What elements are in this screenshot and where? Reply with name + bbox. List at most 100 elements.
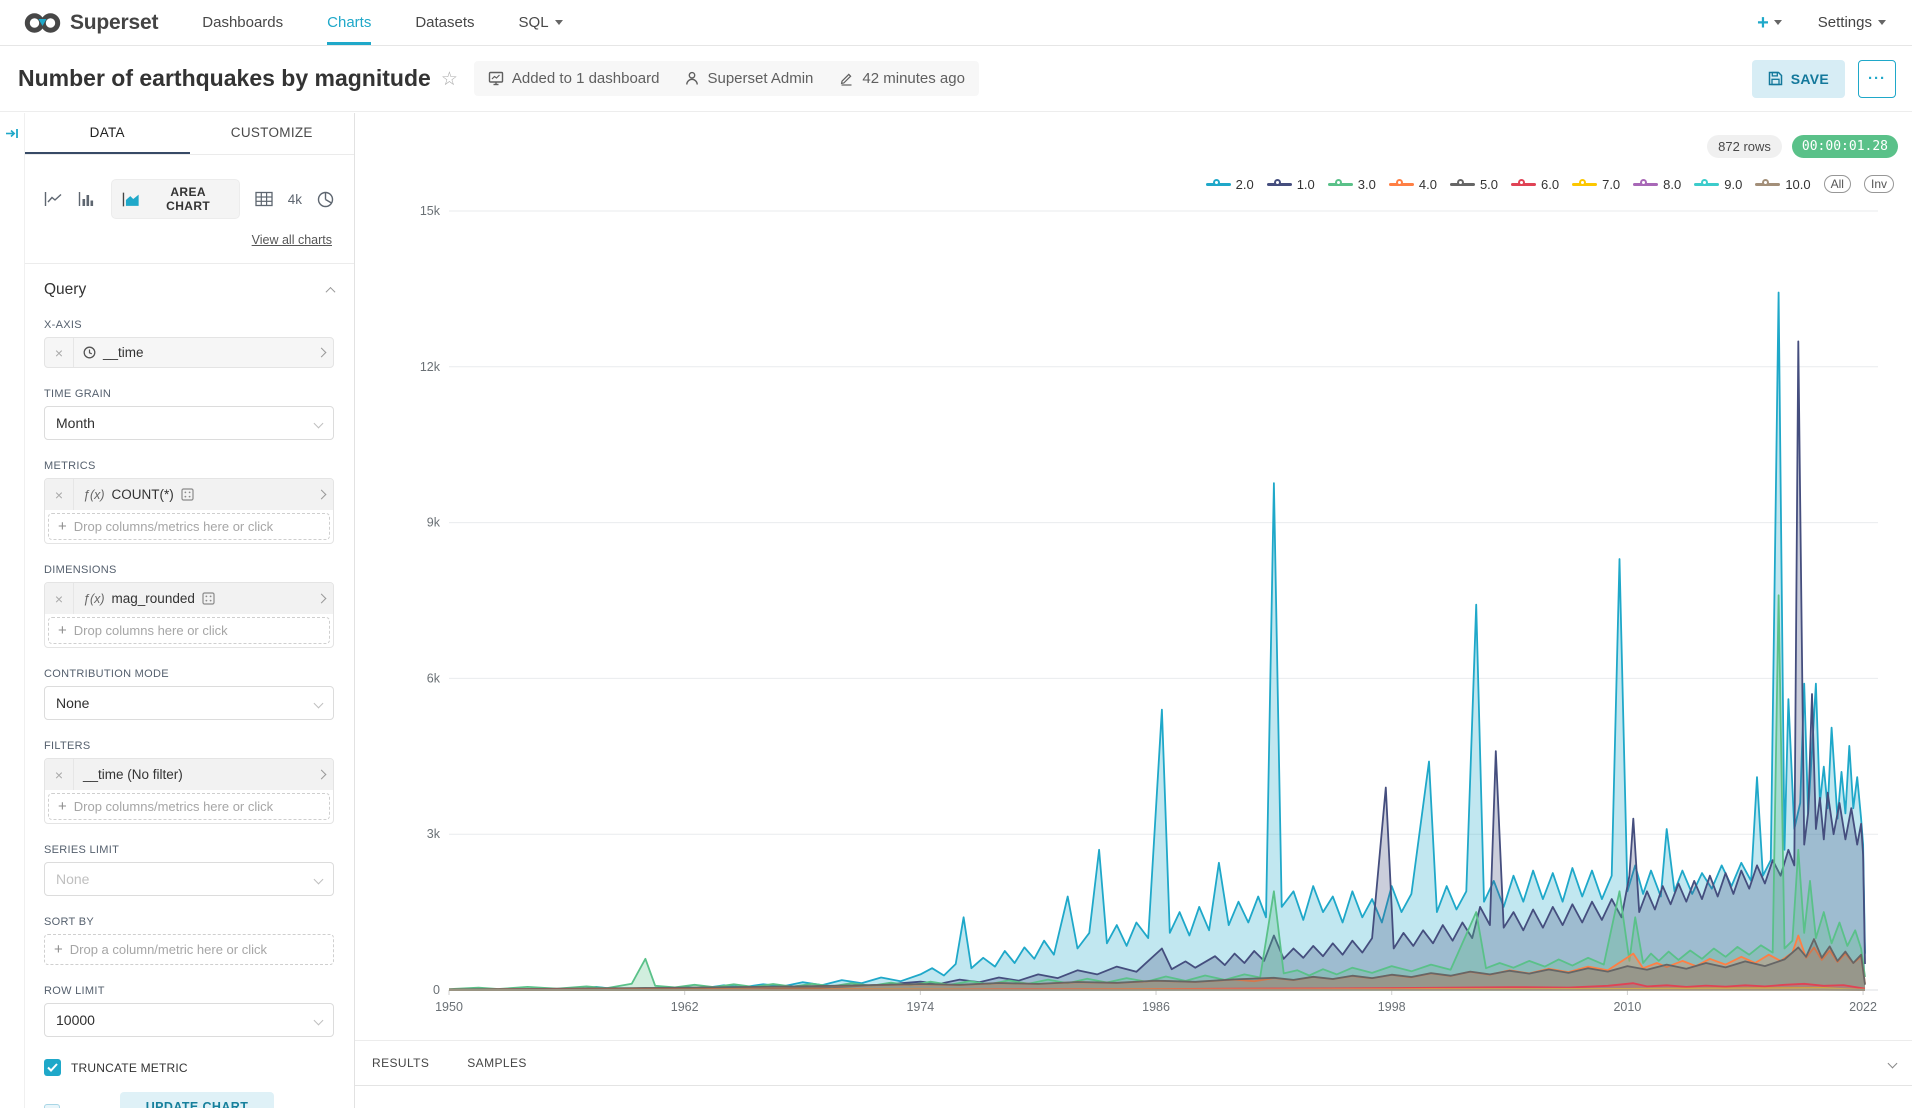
- tab-results[interactable]: RESULTS: [372, 1056, 430, 1070]
- favorite-star-icon[interactable]: ☆: [440, 69, 458, 90]
- nav-item-dashboards[interactable]: Dashboards: [202, 14, 284, 31]
- tab-customize[interactable]: CUSTOMIZE: [230, 125, 313, 140]
- legend-item-6.0[interactable]: 6.0: [1511, 177, 1559, 192]
- row-limit-value: 10000: [56, 1012, 95, 1028]
- dimension-pill[interactable]: × ƒ(x) mag_rounded: [45, 583, 333, 614]
- bar-chart-icon[interactable]: [78, 191, 96, 207]
- table-chart-icon[interactable]: [255, 191, 273, 207]
- x-tick-label: 1998: [1378, 1000, 1406, 1014]
- owner-meta[interactable]: Superset Admin: [685, 70, 813, 87]
- legend-item-7.0[interactable]: 7.0: [1572, 177, 1620, 192]
- sort-by-drop-zone[interactable]: + Drop a column/metric here or click: [44, 934, 334, 965]
- line-chart-icon[interactable]: [44, 191, 63, 207]
- superset-logo[interactable]: Superset: [24, 0, 158, 45]
- close-icon[interactable]: ×: [45, 479, 74, 510]
- query-section-title: Query: [44, 281, 87, 298]
- collapse-section-icon[interactable]: [325, 286, 336, 297]
- legend-marker-icon: [1388, 178, 1414, 190]
- collapse-panel-icon[interactable]: [5, 127, 19, 140]
- big-number-chart-icon[interactable]: 4k: [287, 191, 302, 207]
- time-grain-select[interactable]: Month: [44, 406, 334, 440]
- legend-label: 2.0: [1235, 176, 1254, 192]
- close-icon[interactable]: ×: [45, 583, 74, 614]
- chart-type-area-button[interactable]: AREA CHART: [111, 179, 240, 219]
- explore-control-panel: DATA CUSTOMIZE AREA CHART 4k: [25, 113, 355, 1108]
- contribution-mode-value: None: [56, 695, 90, 711]
- line-series-3.0: [448, 594, 1866, 991]
- legend-item-5.0[interactable]: 5.0: [1449, 177, 1498, 192]
- x-axis-label: X-AXIS: [44, 319, 82, 331]
- legend-label: 3.0: [1357, 176, 1376, 192]
- metric-pill[interactable]: × ƒ(x) COUNT(*): [45, 479, 333, 510]
- dimensions-label: DIMENSIONS: [44, 564, 117, 576]
- y-tick-label: 15k: [420, 204, 441, 218]
- chart-meta-chip: Added to 1 dashboard Superset Admin 42 m…: [473, 61, 979, 96]
- function-icon: ƒ(x): [83, 487, 105, 502]
- line-series-5.0: [448, 938, 1866, 991]
- legend-item-10.0[interactable]: 10.0: [1755, 176, 1811, 192]
- y-tick-label: 0: [433, 983, 440, 997]
- dashboard-icon: [488, 71, 504, 86]
- legend-item-2.0[interactable]: 2.0: [1205, 176, 1254, 192]
- chevron-down-icon: [313, 418, 324, 428]
- nav-item-charts[interactable]: Charts: [327, 0, 372, 45]
- contribution-mode-select[interactable]: None: [44, 686, 334, 720]
- update-chart-button[interactable]: UPDATE CHART: [119, 1092, 275, 1108]
- tab-samples[interactable]: SAMPLES: [467, 1056, 527, 1070]
- filter-value: __time (No filter): [83, 767, 183, 782]
- row-limit-select[interactable]: 10000: [44, 1003, 334, 1037]
- filters-drop-zone[interactable]: + Drop columns/metrics here or click: [48, 793, 330, 820]
- legend-item-4.0[interactable]: 4.0: [1388, 177, 1437, 192]
- series-limit-select[interactable]: None: [44, 862, 334, 896]
- caret-down-icon: [1773, 20, 1782, 25]
- x-axis-value: __time: [103, 345, 144, 360]
- partial-checkbox[interactable]: [44, 1104, 60, 1108]
- close-icon[interactable]: ×: [45, 759, 74, 790]
- series-limit-placeholder: None: [56, 871, 90, 887]
- x-axis-control[interactable]: × __time: [44, 337, 334, 368]
- close-icon[interactable]: ×: [45, 338, 74, 367]
- legend-inv-button[interactable]: Inv: [1863, 175, 1894, 193]
- metrics-label: METRICS: [44, 460, 96, 472]
- legend-item-8.0[interactable]: 8.0: [1633, 177, 1681, 192]
- nav-item-datasets[interactable]: Datasets: [415, 14, 475, 31]
- filter-pill[interactable]: × __time (No filter): [45, 759, 333, 790]
- expand-results-icon[interactable]: [1887, 1054, 1898, 1072]
- new-item-menu[interactable]: +: [1757, 13, 1782, 33]
- x-tick-label: 1950: [435, 1000, 463, 1014]
- superset-logo-icon: [24, 12, 61, 33]
- legend-marker-icon: [1694, 178, 1720, 190]
- caret-down-icon: [1878, 20, 1886, 25]
- dashboard-meta[interactable]: Added to 1 dashboard: [488, 70, 659, 87]
- x-tick-label: 2022: [1849, 1000, 1877, 1014]
- legend-item-9.0[interactable]: 9.0: [1694, 177, 1742, 192]
- metrics-drop-zone[interactable]: + Drop columns/metrics here or click: [48, 513, 330, 540]
- x-tick-label: 1974: [906, 1000, 934, 1014]
- truncate-metric-checkbox[interactable]: [44, 1059, 61, 1076]
- save-button[interactable]: SAVE: [1751, 59, 1845, 98]
- x-tick-label: 1986: [1142, 1000, 1170, 1014]
- view-all-charts-link[interactable]: View all charts: [251, 233, 332, 247]
- legend-all-button[interactable]: All: [1823, 175, 1851, 193]
- dimensions-drop-zone[interactable]: + Drop columns here or click: [48, 617, 330, 644]
- filters-control: × __time (No filter) + Drop columns/metr…: [44, 758, 334, 824]
- sort-by-label: SORT BY: [44, 916, 94, 928]
- area-series-5.0: [449, 939, 1865, 990]
- legend-label: 8.0: [1663, 176, 1682, 192]
- last-modified-meta[interactable]: 42 minutes ago: [839, 70, 965, 87]
- legend-marker-icon: [1266, 178, 1292, 190]
- time-grain-label: TIME GRAIN: [44, 388, 112, 400]
- more-options-button[interactable]: ···: [1858, 59, 1896, 98]
- settings-menu[interactable]: Settings: [1818, 14, 1886, 31]
- pie-chart-icon[interactable]: [317, 191, 334, 208]
- caret-right-icon: [309, 347, 333, 358]
- nav-item-sql[interactable]: SQL: [519, 0, 563, 45]
- tab-data[interactable]: DATA: [25, 113, 190, 154]
- chart-canvas[interactable]: 0 3k 6k 9k 12k 15k 1950 1962 1974 1986 1998 2010 202…: [355, 113, 1912, 1040]
- metric-value: COUNT(*): [111, 487, 174, 502]
- area-series-1.0: [449, 341, 1865, 990]
- chevron-down-icon: [313, 874, 324, 884]
- legend-item-1.0[interactable]: 1.0: [1266, 177, 1315, 192]
- legend-label: 10.0: [1785, 176, 1811, 192]
- legend-item-3.0[interactable]: 3.0: [1327, 176, 1376, 192]
